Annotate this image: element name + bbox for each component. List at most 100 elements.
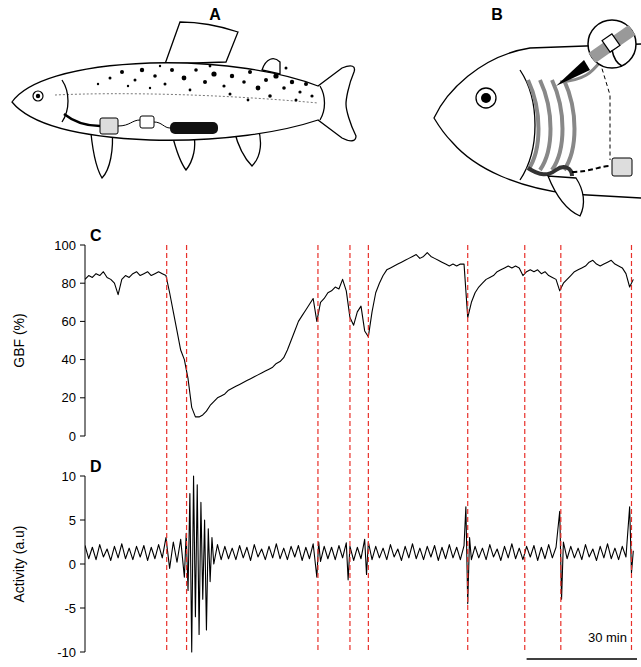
scale-bar [527, 658, 637, 659]
cable [154, 122, 170, 128]
y-tick [80, 245, 85, 246]
y-tick [80, 476, 85, 477]
spot [268, 94, 272, 98]
spot [149, 87, 151, 89]
y-tick-label: 10 [62, 469, 76, 484]
y-tick [80, 652, 85, 653]
spot [310, 94, 313, 97]
eye [476, 88, 496, 108]
y-tick-label: 60 [62, 314, 76, 329]
y-tick [80, 436, 85, 437]
plug [140, 116, 154, 128]
events [167, 245, 632, 652]
dorsal-fin [165, 22, 238, 64]
spot [295, 99, 298, 102]
y-tick [80, 321, 85, 322]
y-tick-label: 0 [69, 557, 76, 572]
spot [153, 74, 157, 78]
spot [222, 84, 225, 87]
y-tick [80, 397, 85, 398]
spot [211, 71, 216, 76]
y-tick-label: 100 [54, 238, 76, 253]
spot [189, 89, 192, 92]
y-axis [85, 245, 86, 436]
spot [273, 73, 278, 78]
y-tick-label: 40 [62, 352, 76, 367]
gill-arch [540, 80, 551, 170]
gill-arch [552, 80, 563, 170]
event-line [560, 245, 561, 652]
figure: AB020406080100GBF (%)C-10-50510Activity … [0, 0, 641, 667]
spot [229, 93, 232, 96]
spot [298, 90, 301, 93]
event-line [467, 245, 468, 652]
probe-connector [100, 118, 118, 134]
spot [247, 99, 250, 102]
panel-label: D [90, 458, 102, 475]
spot [134, 79, 137, 82]
chart-panel: 0 20 40 60 80 100 GBF (%) C [11, 227, 633, 444]
y-axis-title: Activity (a.u) [11, 525, 27, 602]
spot [290, 80, 294, 84]
heart-vessel [528, 167, 572, 176]
y-tick-label: 20 [62, 390, 76, 405]
spot [97, 83, 99, 85]
spot [304, 82, 308, 86]
label-ground [586, 629, 629, 646]
lead-wire [64, 114, 100, 126]
spot [203, 80, 207, 84]
fish-b [434, 20, 641, 216]
spot [159, 65, 161, 67]
y-tick [80, 564, 85, 565]
callout-arrow [556, 60, 590, 86]
event-line [524, 245, 525, 652]
y-tick-label: -10 [57, 645, 76, 660]
pupil [481, 93, 491, 103]
pectoral-fin [548, 176, 583, 216]
y-tick-label: 80 [62, 276, 76, 291]
y-tick [80, 283, 85, 284]
gill-arch [528, 80, 539, 170]
chart-panel: -10-50510Activity (a.u)D [11, 458, 633, 660]
spot [242, 80, 246, 84]
eye [33, 91, 43, 101]
spot [109, 77, 112, 80]
spot [248, 70, 252, 74]
lateral-line [55, 94, 318, 103]
y-tick-label: -5 [64, 601, 76, 616]
caudal-base [320, 86, 325, 120]
flow-cuff [602, 34, 620, 52]
event-line [317, 245, 318, 652]
event-line [368, 245, 369, 652]
spot [256, 86, 261, 91]
spot [230, 74, 234, 78]
probe-lead [572, 166, 610, 172]
fish-a [12, 22, 356, 178]
body [12, 63, 356, 141]
spot [120, 70, 124, 74]
cuff-lead [612, 50, 622, 66]
pupil [36, 94, 40, 98]
spot [127, 85, 129, 87]
panel-label: C [90, 227, 102, 244]
spot [209, 65, 212, 68]
event-line [186, 245, 187, 652]
vessel-detail [592, 30, 632, 58]
probe-connector [612, 158, 632, 176]
spot [285, 67, 288, 70]
spot [164, 83, 167, 86]
spot [264, 78, 268, 82]
scale-bar-label: 30 min [588, 630, 627, 645]
y-tick-label: 0 [69, 429, 76, 444]
spot [194, 68, 198, 72]
gill-arch [564, 80, 575, 170]
probe-lead [600, 62, 610, 160]
spot [170, 68, 174, 72]
y-tick [80, 359, 85, 360]
callout [588, 20, 636, 68]
y-axis-title: GBF (%) [11, 313, 27, 367]
event-line [166, 245, 167, 652]
cable [118, 120, 140, 126]
panel-label: B [491, 6, 503, 23]
data-logger [170, 122, 218, 134]
